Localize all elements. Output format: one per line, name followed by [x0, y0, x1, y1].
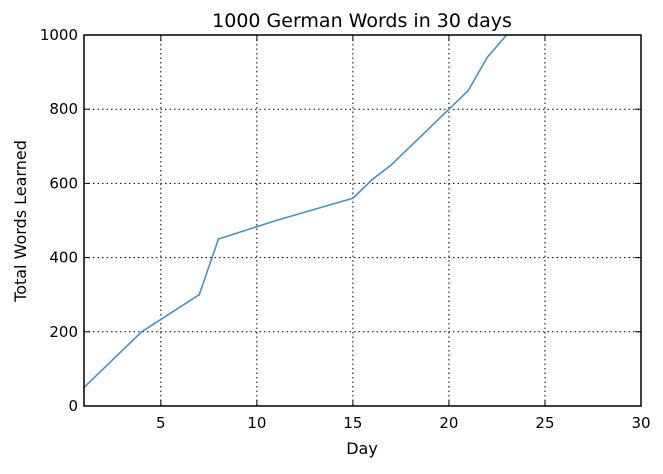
x-tick-label: 15 [343, 414, 362, 432]
data-point [198, 293, 201, 296]
y-tick-label: 800 [49, 100, 78, 118]
data-point [448, 108, 450, 110]
series-layer [83, 34, 508, 389]
y-axis-label: Total Words Learned [11, 140, 30, 303]
data-point [140, 331, 143, 333]
y-tick-label: 1000 [40, 26, 78, 44]
x-tick-label: 25 [535, 414, 554, 432]
x-tick-label: 20 [439, 414, 458, 432]
x-tick-label: 5 [156, 414, 166, 432]
data-point [467, 89, 469, 92]
grid [84, 35, 641, 406]
y-tick-label: 200 [49, 323, 78, 341]
data-point [352, 197, 354, 200]
y-tick-label: 400 [49, 249, 78, 267]
y-tick-label: 600 [49, 174, 78, 192]
data-point [275, 219, 277, 222]
plot-frame [83, 34, 642, 407]
data-point [486, 56, 489, 59]
x-axis-label: Day [346, 439, 378, 458]
x-tick-label: 10 [247, 414, 266, 432]
data-point [217, 238, 220, 240]
x-tick-label: 30 [631, 414, 650, 432]
data-point [390, 164, 393, 166]
chart-title: 1000 German Words in 30 days [212, 10, 512, 32]
series-line [83, 34, 508, 389]
ticks: 5 10 15 20 25 30 0 200 400 600 800 1000 [40, 26, 651, 432]
data-point [371, 178, 373, 181]
y-tick-label: 0 [68, 397, 78, 415]
